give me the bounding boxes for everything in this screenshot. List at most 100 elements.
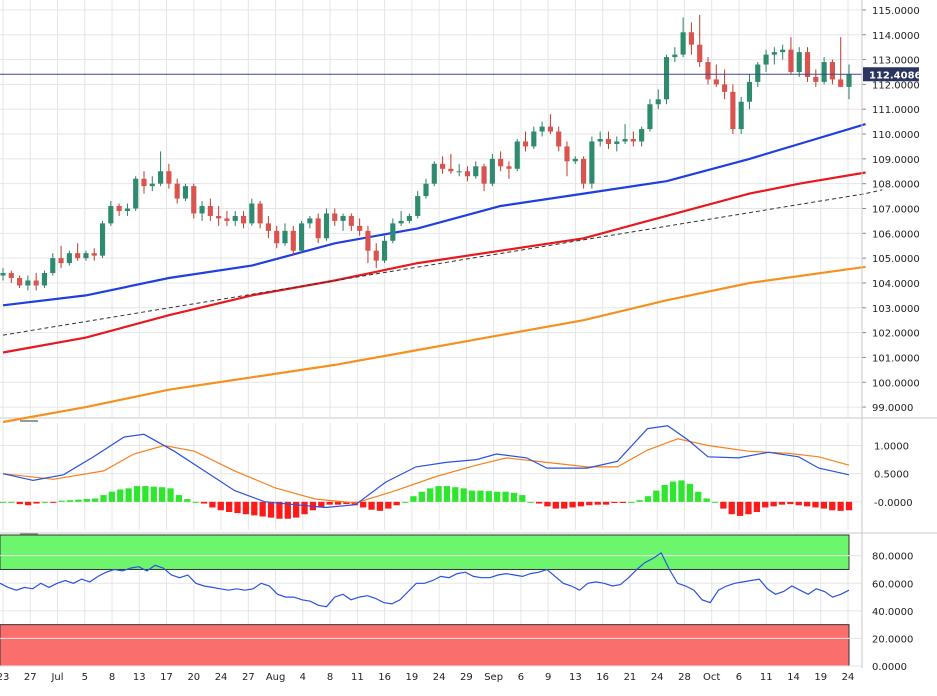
candle-body bbox=[357, 225, 363, 231]
candle-body bbox=[771, 52, 777, 55]
moving-average-line-2 bbox=[2, 265, 866, 424]
macd-histogram-bar bbox=[460, 488, 467, 502]
macd-histogram-bar bbox=[16, 501, 23, 505]
rsi-tick-label: 40.0000 bbox=[872, 607, 913, 618]
macd-histogram-bar bbox=[108, 491, 116, 502]
candle-body bbox=[688, 32, 694, 45]
candle-body bbox=[788, 49, 794, 72]
macd-histogram-bar bbox=[535, 501, 543, 504]
macd-histogram-bar bbox=[133, 486, 141, 502]
candle-body bbox=[796, 52, 802, 72]
candle-body bbox=[315, 218, 321, 239]
x-tick-label: 4 bbox=[300, 672, 306, 683]
macd-histogram-bar bbox=[577, 501, 585, 507]
candle-body bbox=[299, 223, 305, 251]
candle-body bbox=[116, 206, 122, 211]
candle-body bbox=[630, 139, 636, 142]
candle-body bbox=[564, 146, 570, 162]
macd-tick-label: 1.0000 bbox=[874, 442, 909, 453]
candle-body bbox=[75, 253, 81, 259]
macd-histogram-bar bbox=[385, 501, 392, 509]
macd-histogram-bar bbox=[661, 484, 668, 502]
x-tick-label: Jul bbox=[50, 672, 63, 683]
candle-body bbox=[216, 215, 222, 219]
macd-histogram-bar bbox=[619, 501, 626, 503]
candle-body bbox=[522, 141, 529, 147]
x-tick-label: 14 bbox=[787, 672, 800, 683]
macd-histogram-bar bbox=[217, 501, 224, 511]
candle-body bbox=[182, 186, 189, 199]
macd-histogram-bar bbox=[669, 481, 677, 502]
candle-body bbox=[257, 203, 263, 224]
candle-body bbox=[133, 178, 139, 209]
price-tick-label: 101.0000 bbox=[872, 353, 920, 364]
macd-histogram-bar bbox=[284, 501, 291, 519]
candle-body bbox=[556, 131, 562, 147]
candle-body bbox=[232, 215, 238, 221]
price-tick-label: 104.0000 bbox=[872, 279, 920, 290]
macd-histogram-bar bbox=[845, 501, 853, 511]
x-tick-label: 24 bbox=[651, 672, 664, 683]
rsi-tick-label: 60.0000 bbox=[872, 579, 913, 590]
macd-histogram-bar bbox=[829, 501, 836, 511]
x-tick-label: 24 bbox=[433, 672, 446, 683]
trendline-dashed bbox=[2, 189, 883, 336]
price-tick-label: 112.0000 bbox=[872, 80, 920, 91]
candle-body bbox=[348, 215, 354, 226]
candle-body bbox=[340, 215, 346, 221]
macd-histogram-bar bbox=[91, 498, 99, 502]
x-tick-label: 24 bbox=[215, 672, 228, 683]
macd-histogram-bar bbox=[242, 501, 250, 515]
rsi-tick-label: 80.0000 bbox=[872, 552, 913, 563]
candle-body bbox=[0, 273, 6, 276]
macd-histogram-bar bbox=[58, 500, 65, 502]
candle-body bbox=[199, 206, 205, 214]
macd-histogram-bar bbox=[410, 496, 417, 502]
macd-histogram-bar bbox=[427, 488, 434, 502]
macd-histogram-bar bbox=[628, 501, 635, 503]
macd-histogram-bar bbox=[343, 501, 350, 505]
macd-histogram-bar bbox=[8, 501, 15, 503]
candle-body bbox=[381, 240, 388, 261]
macd-histogram-bar bbox=[360, 501, 367, 508]
x-tick-label: 23 bbox=[0, 672, 9, 683]
macd-histogram-bar bbox=[100, 495, 107, 502]
candle-body bbox=[158, 171, 164, 184]
macd-histogram-bar bbox=[443, 486, 451, 502]
macd-histogram-bar bbox=[226, 501, 233, 512]
x-tick-label: 19 bbox=[814, 672, 827, 683]
candle-body bbox=[672, 54, 678, 58]
macd-histogram-bar bbox=[318, 501, 325, 508]
candle-body bbox=[448, 168, 454, 172]
candle-body bbox=[489, 158, 495, 184]
macd-histogram-bar bbox=[653, 490, 660, 502]
last-price-badge bbox=[863, 67, 919, 82]
macd-histogram-bar bbox=[745, 501, 752, 515]
macd-histogram-bar bbox=[251, 501, 258, 516]
macd-signal-line bbox=[2, 438, 850, 504]
macd-histogram-bar bbox=[678, 480, 685, 502]
macd-histogram-bar bbox=[594, 501, 601, 505]
macd-histogram-bar bbox=[703, 498, 710, 502]
candle-body bbox=[663, 57, 670, 100]
candle-body bbox=[763, 54, 769, 65]
candle-body bbox=[406, 215, 412, 221]
x-tick-label: 24 bbox=[842, 672, 855, 683]
macd-histogram-bar bbox=[753, 501, 761, 512]
macd-histogram-bar bbox=[803, 501, 811, 507]
macd-histogram-bar bbox=[184, 499, 191, 502]
macd-histogram-bar bbox=[150, 486, 157, 502]
x-tick-label: 29 bbox=[460, 672, 473, 683]
candle-body bbox=[17, 278, 23, 286]
macd-histogram-bar bbox=[787, 501, 794, 505]
candle-body bbox=[804, 52, 811, 77]
candle-body bbox=[249, 203, 255, 224]
candle-body bbox=[697, 44, 703, 63]
candle-body bbox=[647, 104, 653, 130]
macd-histogram-bar bbox=[736, 501, 744, 516]
macd-histogram-bar bbox=[527, 501, 534, 503]
candle-body bbox=[755, 64, 761, 82]
candle-body bbox=[605, 139, 612, 144]
x-tick-label: 16 bbox=[596, 672, 609, 683]
candle-body bbox=[680, 32, 686, 55]
